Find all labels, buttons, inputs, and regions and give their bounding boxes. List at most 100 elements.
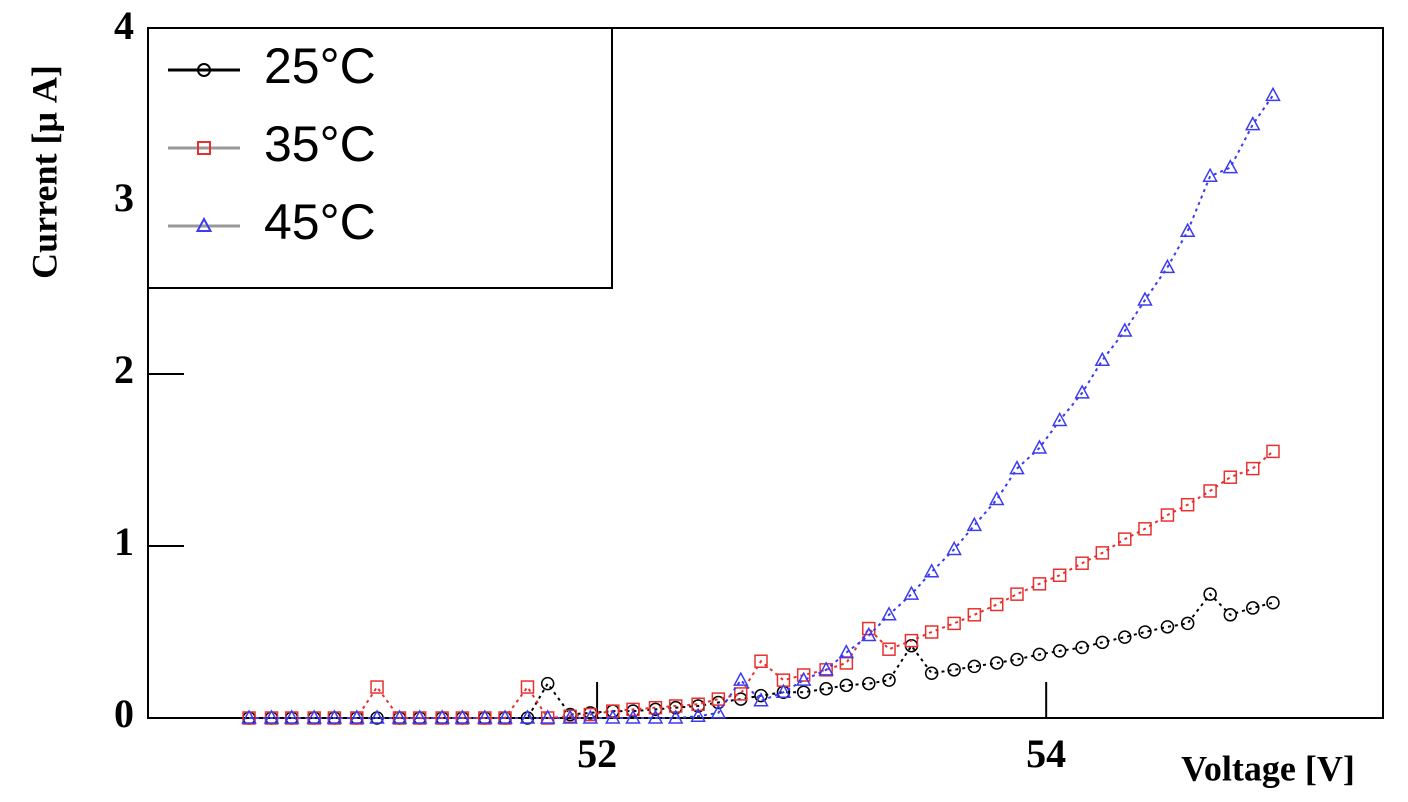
data-point bbox=[454, 709, 471, 724]
data-point bbox=[1159, 258, 1176, 274]
data-point bbox=[839, 678, 854, 693]
y-tick-label: 0 bbox=[114, 691, 134, 736]
data-point bbox=[947, 616, 961, 631]
data-point bbox=[990, 656, 1004, 670]
series-line bbox=[249, 450, 1274, 720]
data-point bbox=[562, 709, 578, 724]
data-point bbox=[946, 540, 962, 556]
data-point bbox=[754, 654, 768, 668]
data-point bbox=[477, 709, 493, 724]
data-point bbox=[923, 563, 940, 578]
data-point bbox=[626, 702, 640, 717]
data-point bbox=[838, 644, 855, 659]
data-point bbox=[818, 661, 834, 676]
data-point bbox=[710, 704, 727, 719]
data-point bbox=[241, 709, 257, 724]
plot-area bbox=[148, 29, 1281, 725]
y-tick-label: 1 bbox=[114, 519, 134, 564]
data-point bbox=[796, 685, 811, 699]
data-point bbox=[539, 709, 556, 724]
data-point bbox=[306, 709, 322, 724]
data-point bbox=[966, 516, 983, 532]
data-point bbox=[1032, 647, 1047, 662]
data-point bbox=[1203, 484, 1217, 498]
data-point bbox=[1051, 411, 1068, 427]
data-point bbox=[754, 688, 768, 703]
data-point bbox=[1179, 222, 1196, 237]
data-point bbox=[882, 673, 896, 687]
y-tick-label: 2 bbox=[114, 347, 134, 392]
legend-box bbox=[147, 27, 613, 289]
data-point bbox=[1009, 460, 1025, 475]
legend: 25°C 35°C 45°C bbox=[168, 38, 376, 250]
y-axis-label: Current [μ A] bbox=[24, 65, 64, 279]
data-point bbox=[1095, 635, 1110, 650]
data-point bbox=[690, 707, 706, 723]
data-point bbox=[605, 709, 621, 724]
data-point bbox=[1095, 546, 1110, 560]
data-point bbox=[197, 141, 211, 155]
data-point bbox=[862, 676, 876, 691]
data-point bbox=[1246, 601, 1260, 615]
data-point bbox=[1222, 159, 1239, 174]
data-point bbox=[796, 668, 811, 682]
data-point bbox=[583, 707, 598, 722]
data-point bbox=[947, 663, 961, 677]
data-point bbox=[795, 671, 812, 686]
data-point bbox=[1202, 167, 1218, 182]
data-point bbox=[733, 671, 749, 686]
data-point bbox=[195, 216, 213, 232]
data-point bbox=[924, 625, 939, 639]
data-point bbox=[582, 709, 599, 724]
data-point bbox=[1117, 322, 1133, 337]
data-point bbox=[1223, 608, 1238, 622]
data-point bbox=[1074, 384, 1090, 399]
data-point bbox=[1160, 508, 1175, 522]
data-point bbox=[1223, 470, 1238, 484]
legend-label: 25°C bbox=[264, 38, 376, 94]
data-point bbox=[263, 709, 280, 724]
data-point bbox=[1138, 522, 1152, 536]
data-point bbox=[1075, 640, 1089, 655]
x-tick-label: 54 bbox=[1026, 731, 1066, 776]
data-point bbox=[369, 709, 385, 724]
data-point bbox=[904, 633, 919, 648]
data-point bbox=[1137, 291, 1153, 306]
series-line bbox=[249, 592, 1274, 719]
data-point bbox=[520, 680, 535, 694]
data-point bbox=[283, 709, 300, 724]
data-point bbox=[648, 700, 663, 715]
data-point bbox=[1010, 587, 1024, 601]
data-point bbox=[1160, 620, 1175, 634]
data-point bbox=[434, 709, 450, 724]
data-point bbox=[370, 680, 384, 694]
data-point bbox=[391, 709, 408, 724]
data-point bbox=[1118, 630, 1132, 644]
data-point bbox=[1180, 616, 1195, 631]
data-point bbox=[1118, 532, 1132, 546]
data-point bbox=[967, 608, 982, 622]
data-point bbox=[734, 687, 748, 701]
series-line bbox=[249, 94, 1274, 719]
y-tick-label: 3 bbox=[114, 175, 134, 220]
data-point bbox=[881, 606, 897, 621]
data-point bbox=[625, 709, 641, 724]
data-point bbox=[775, 683, 792, 698]
data-point bbox=[497, 709, 513, 724]
legend-label: 35°C bbox=[264, 116, 376, 172]
data-point bbox=[647, 709, 664, 724]
data-point bbox=[326, 709, 343, 724]
data-point bbox=[1266, 444, 1280, 459]
data-point bbox=[667, 709, 684, 724]
data-point bbox=[1075, 556, 1089, 570]
data-point bbox=[1010, 652, 1024, 667]
data-point bbox=[1052, 644, 1067, 658]
data-point bbox=[1032, 577, 1047, 591]
data-point bbox=[861, 626, 877, 642]
data-point bbox=[753, 692, 769, 707]
data-point bbox=[1245, 116, 1261, 131]
data-point bbox=[1180, 497, 1195, 512]
data-point bbox=[1094, 351, 1111, 366]
x-tick-label: 52 bbox=[577, 731, 617, 776]
